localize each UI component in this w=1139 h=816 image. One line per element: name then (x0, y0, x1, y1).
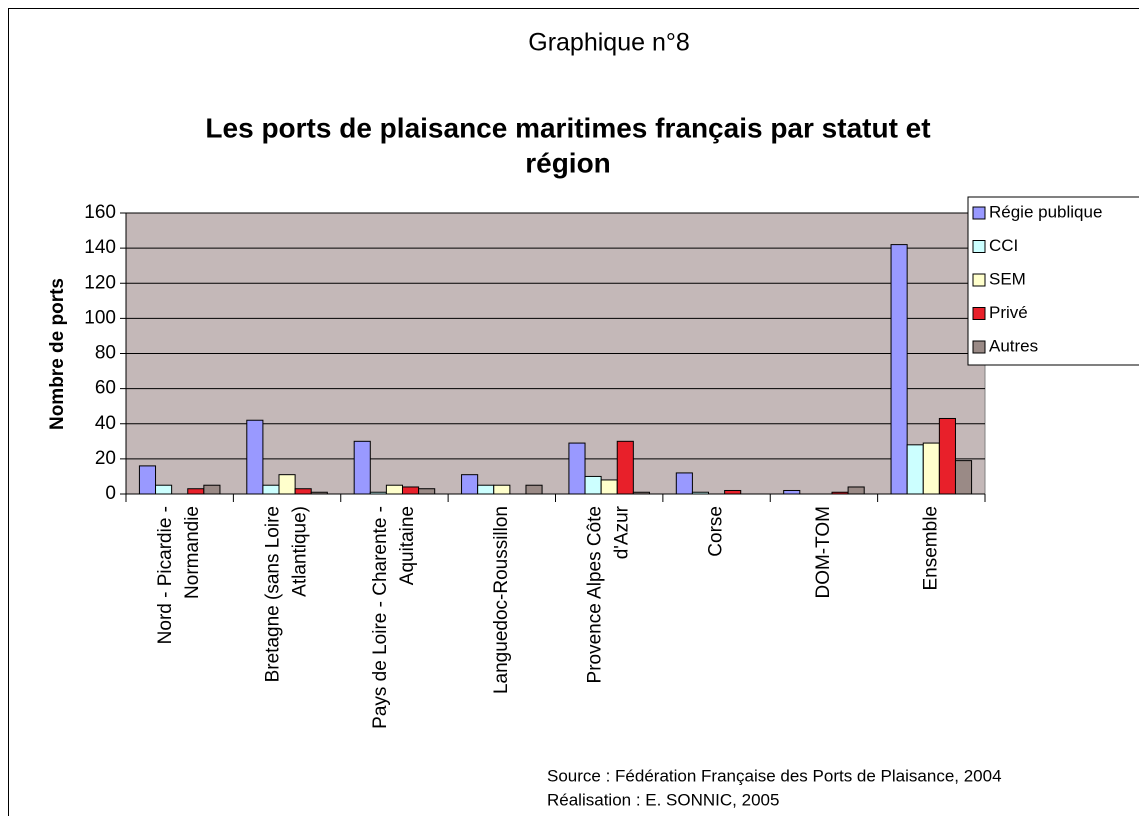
legend-label: Régie publique (989, 202, 1102, 221)
legend-label: Autres (989, 336, 1038, 355)
legend-label: Privé (989, 303, 1028, 322)
x-tick-label: Provence Alpes Côte (585, 506, 606, 683)
bar (954, 460, 973, 495)
bar (477, 484, 495, 495)
x-tick-label: Languedoc-Roussillon (491, 506, 512, 694)
chart-title: Les ports de plaisance maritimes françai… (205, 112, 930, 143)
bar (187, 488, 205, 495)
bar (418, 488, 436, 495)
bar (310, 491, 328, 495)
x-tick-label: DOM-TOM (813, 506, 834, 599)
bar (938, 417, 956, 495)
bar (890, 244, 908, 495)
legend-swatch (972, 340, 986, 354)
bar (600, 479, 618, 495)
legend-label: SEM (989, 269, 1026, 288)
y-tick-label: 20 (95, 448, 116, 469)
credit-note: Réalisation : E. SONNIC, 2005 (547, 790, 779, 809)
bar (525, 484, 543, 495)
bar (906, 444, 924, 495)
legend-swatch (972, 240, 986, 253)
bar (353, 440, 371, 495)
bar (294, 488, 312, 495)
y-tick-label: 100 (84, 307, 116, 328)
bar (691, 491, 710, 495)
source-note: Source : Fédération Française des Ports … (547, 766, 1002, 785)
y-tick-label: 120 (84, 272, 116, 293)
y-tick-label: 80 (95, 343, 116, 364)
x-tick-label: Nord - Picardie - (155, 506, 176, 644)
y-tick-label: 40 (95, 413, 116, 434)
legend-swatch (972, 307, 986, 320)
bar (493, 484, 511, 495)
bar (616, 440, 634, 495)
supertitle: Graphique n°8 (528, 29, 690, 57)
y-tick-label: 140 (84, 237, 116, 258)
x-tick-label: Corse (706, 506, 727, 557)
legend-box (967, 196, 1139, 366)
bar (568, 442, 586, 495)
bar (632, 491, 650, 495)
bar (155, 484, 173, 495)
bar (246, 419, 264, 495)
x-tick-label: Normandie (182, 506, 203, 599)
y-tick-label: 0 (105, 483, 116, 504)
x-tick-label: Pays de Loire - Charente - (370, 506, 391, 729)
chart-title: région (525, 147, 611, 178)
legend-label: CCI (989, 236, 1018, 255)
x-tick-label: Atlantique) (290, 506, 311, 597)
x-tick-label: Ensemble (920, 506, 941, 591)
bar (138, 465, 157, 495)
bar (369, 491, 387, 495)
y-axis-label: Nombre de ports (47, 278, 68, 430)
y-tick-label: 60 (95, 378, 116, 399)
bar (783, 489, 801, 495)
bar (584, 475, 602, 495)
bar (203, 484, 221, 495)
legend-swatch (972, 273, 986, 287)
bar (675, 472, 693, 495)
legend-swatch (972, 206, 986, 220)
bar (847, 486, 865, 495)
y-tick-label: 160 (84, 202, 116, 223)
bar (278, 474, 296, 495)
bar (262, 484, 280, 495)
bar (461, 474, 479, 495)
bar (401, 486, 420, 495)
bar (922, 442, 940, 495)
bar (724, 489, 742, 495)
bar (831, 491, 849, 495)
x-tick-label: Aquitaine (397, 506, 418, 585)
bar (385, 484, 403, 495)
x-tick-label: d'Azur (612, 505, 633, 559)
x-tick-label: Bretagne (sans Loire (263, 506, 284, 682)
